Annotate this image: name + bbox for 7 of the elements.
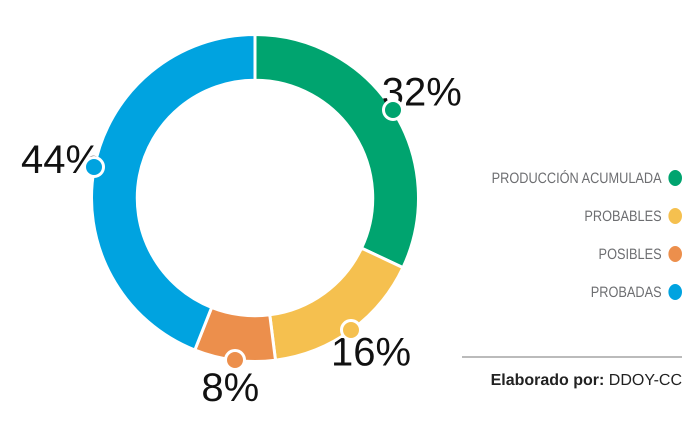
- legend-label: PROBABLES: [584, 208, 662, 224]
- text: Elaborado por: DDOY-CC: [490, 372, 682, 390]
- legend-label: POSIBLES: [598, 246, 662, 262]
- legend-label: PRODUCCIÓN ACUMULADA: [492, 170, 662, 186]
- data-label: 8%: [201, 366, 260, 410]
- data-label: 16%: [331, 330, 412, 375]
- legend-label: PROBADAS: [590, 284, 662, 300]
